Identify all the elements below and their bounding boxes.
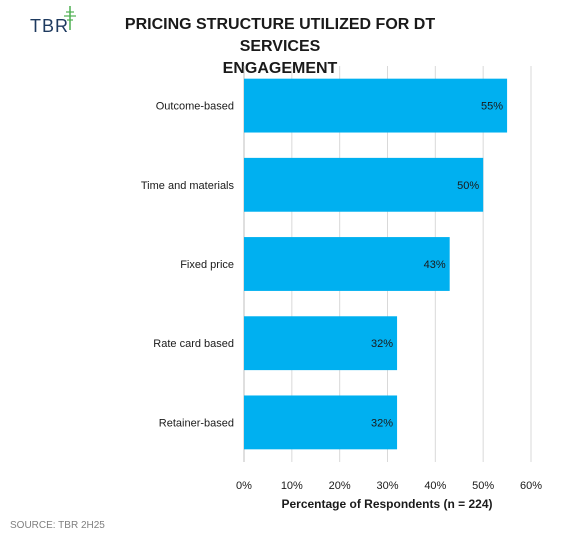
data-label: 43% [424,259,446,271]
x-tick-label: 10% [281,480,303,492]
x-tick-label: 40% [424,480,446,492]
category-label: Time and materials [141,180,235,192]
bar [244,237,450,291]
bar [244,157,484,212]
category-labels: Outcome-based Time and materials Fixed pri… [141,101,235,430]
bar [244,316,398,371]
tbr-logo: TBR [30,6,80,42]
x-tick-labels: 0% 10% 20% 30% 40% 50% 60% [236,480,542,492]
chart-title-line-1: PRICING STRUCTURE UTILIZED FOR DT SERVIC… [124,16,436,55]
x-tick-label: 30% [376,480,398,492]
data-label: 32% [371,417,393,429]
bars: 55% 50% 43% 32% 32% [244,78,508,450]
chart-title: PRICING STRUCTURE UTILIZED FOR DT SERVIC… [90,14,470,80]
bar [244,395,398,450]
category-label: Outcome-based [156,101,234,113]
x-tick-label: 50% [472,480,494,492]
logo-text: TBR [30,16,69,36]
x-tick-label: 60% [520,480,542,492]
logo-mark-icon [64,6,76,30]
category-label: Retainer-based [159,417,234,429]
data-label: 32% [371,338,393,350]
x-tick-label: 20% [329,480,351,492]
chart-title-line-2: ENGAGEMENT [222,60,338,77]
category-label: Rate card based [153,338,234,350]
data-label: 50% [457,180,479,192]
bar [244,78,508,133]
category-label: Fixed price [180,259,234,271]
data-label: 55% [481,101,503,113]
x-tick-label: 0% [236,480,252,492]
x-axis-label: Percentage of Respondents (n = 224) [281,497,492,511]
source-note: SOURCE: TBR 2H25 [10,520,105,531]
